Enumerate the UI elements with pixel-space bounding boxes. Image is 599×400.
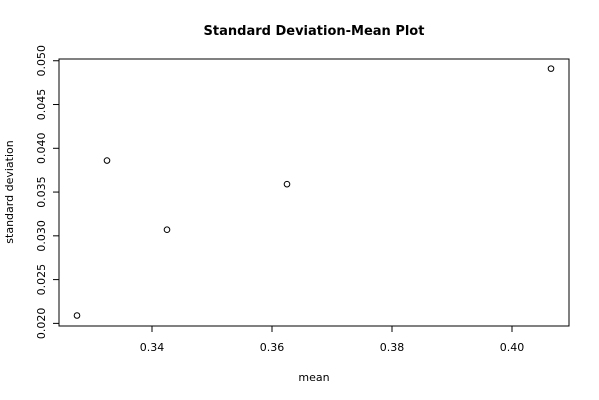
plot-frame (58, 58, 570, 327)
x-axis: 0.34 0.36 0.38 0.40 (140, 326, 525, 354)
y-tick-label: 0.050 (35, 45, 48, 77)
data-point (547, 65, 555, 72)
y-axis-label: standard deviation (3, 140, 16, 243)
x-tick-label: 0.36 (260, 341, 285, 354)
x-axis-label: mean (298, 371, 329, 384)
x-tick-label: 0.40 (500, 341, 525, 354)
data-points (73, 65, 555, 319)
x-tick-label: 0.38 (380, 341, 405, 354)
data-point (283, 180, 291, 188)
y-tick-label: 0.020 (35, 308, 48, 340)
data-point (73, 312, 81, 319)
data-point (163, 226, 171, 234)
data-point (103, 157, 111, 164)
y-tick-label: 0.030 (35, 220, 48, 252)
y-tick-label: 0.025 (35, 264, 48, 296)
chart-title: Standard Deviation-Mean Plot (204, 24, 425, 39)
y-tick-label: 0.045 (35, 89, 48, 121)
y-axis: 0.020 0.025 0.030 0.035 0.040 0.045 0.050 (35, 45, 59, 339)
x-tick-label: 0.34 (140, 341, 165, 354)
y-tick-label: 0.035 (35, 176, 48, 208)
y-tick-label: 0.040 (35, 133, 48, 165)
